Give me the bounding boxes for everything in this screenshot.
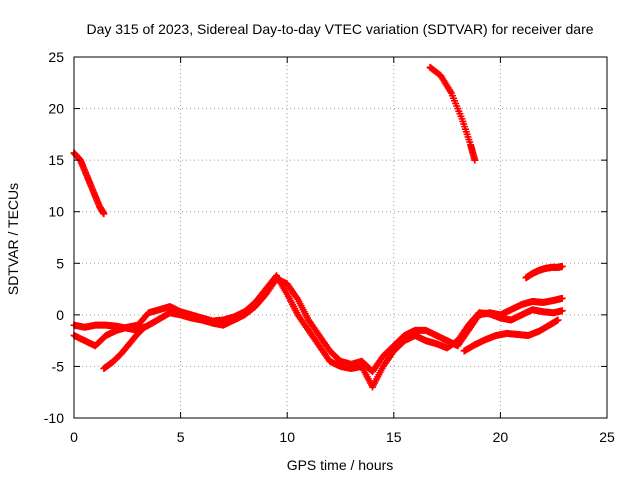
data-point [554, 316, 562, 324]
data-point [471, 156, 479, 164]
x-tick-label: 10 [279, 429, 295, 445]
chart-title: Day 315 of 2023, Sidereal Day-to-day VTE… [86, 21, 593, 37]
y-tick-label: 15 [48, 152, 64, 168]
data-point [558, 294, 566, 302]
x-tick-label: 0 [70, 429, 78, 445]
plot-frame [73, 56, 608, 419]
y-tick-label: 25 [48, 49, 64, 65]
y-tick-label: -5 [52, 358, 65, 374]
y-tick-label: 10 [48, 204, 64, 220]
x-tick-label: 20 [493, 429, 509, 445]
y-tick-label: -10 [44, 410, 64, 426]
data-point [140, 323, 148, 331]
y-tick-label: 5 [56, 255, 64, 271]
data-point [100, 210, 108, 218]
y-tick-label: 0 [56, 307, 64, 323]
y-axis-label: SDTVAR / TECUs [5, 183, 21, 295]
x-tick-label: 5 [177, 429, 185, 445]
x-tick-label: 25 [599, 429, 615, 445]
x-axis-label: GPS time / hours [287, 457, 394, 473]
x-tick-label: 15 [386, 429, 402, 445]
data-point [558, 262, 566, 270]
axis-ticks: 0 5 10 15 20 25 -10 -5 0 5 10 15 20 25 [44, 49, 615, 445]
y-tick-label: 20 [48, 101, 64, 117]
data-points [70, 63, 566, 391]
data-point [558, 307, 566, 315]
